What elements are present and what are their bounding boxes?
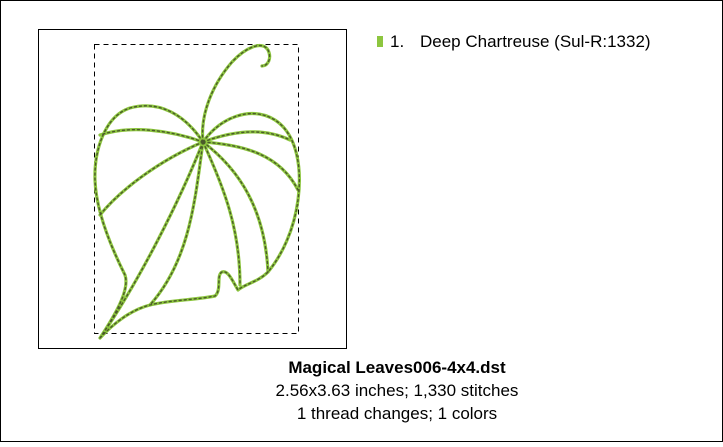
design-title: Magical Leaves006-4x4.dst — [288, 358, 506, 377]
thread-number: 1. — [390, 32, 404, 51]
design-size: 2.56x3.63 inches; 1,330 stitches — [276, 381, 519, 400]
thread-swatch — [377, 36, 383, 47]
design-colors: 1 thread changes; 1 colors — [297, 404, 497, 423]
stitch-drawing — [93, 44, 301, 340]
thread-name: Deep Chartreuse (Sul-R:1332) — [420, 32, 651, 51]
stitch-shade — [94, 44, 301, 339]
preview-box — [38, 29, 347, 349]
